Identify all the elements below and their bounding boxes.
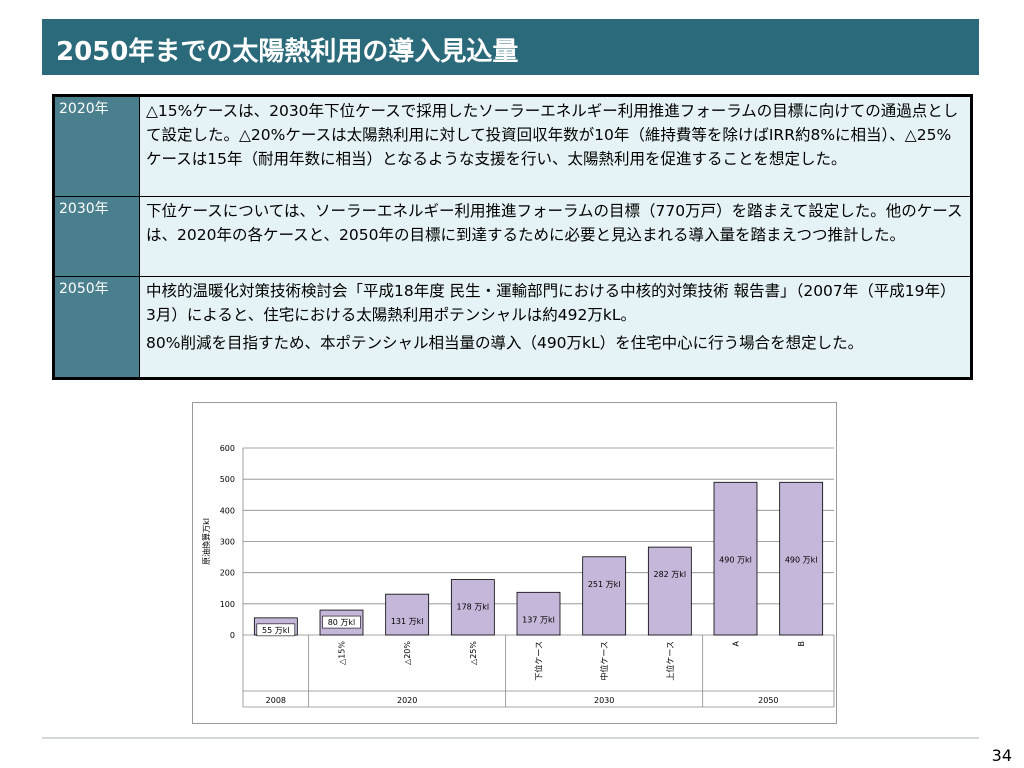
table-row: 2030年 下位ケースについては、ソーラーエネルギー利用推進フォーラムの目標（7… bbox=[53, 196, 972, 277]
x-group-label: 2030 bbox=[594, 696, 614, 705]
bar-data-label: 137 万kl bbox=[522, 615, 555, 624]
description-paragraph: △15%ケースは、2030年下位ケースで採用したソーラーエネルギー利用推進フォー… bbox=[146, 102, 959, 168]
y-tick-label: 200 bbox=[220, 569, 235, 578]
x-category-label: A bbox=[732, 640, 741, 646]
table-row: 2020年 △15%ケースは、2030年下位ケースで採用したソーラーエネルギー利… bbox=[53, 95, 972, 197]
row-description: 中核的温暖化対策技術検討会「平成18年度 民生・運輸部門における中核的対策技術 … bbox=[139, 276, 972, 379]
row-year-label: 2020年 bbox=[53, 95, 140, 197]
bar-data-label: 282 万kl bbox=[653, 570, 686, 579]
y-tick-label: 600 bbox=[220, 444, 235, 453]
x-group-label: 2020 bbox=[397, 696, 417, 705]
x-category-label: △15% bbox=[338, 641, 347, 665]
bar-data-label: 131 万kl bbox=[391, 617, 424, 626]
summary-table: 2020年 △15%ケースは、2030年下位ケースで採用したソーラーエネルギー利… bbox=[52, 94, 973, 380]
title-bar: 2050年までの太陽熱利用の導入見込量 bbox=[42, 19, 979, 75]
y-axis-title: 原油換算万kl bbox=[201, 518, 211, 565]
bar-chart: 0 100 200 300 400 500 600 原油換算万kl 55 万kl 80 万kl △1… bbox=[201, 444, 835, 708]
y-tick-label: 300 bbox=[220, 538, 235, 547]
y-tick-label: 100 bbox=[220, 600, 235, 609]
bar-data-label: 178 万kl bbox=[456, 603, 489, 612]
page-number: 34 bbox=[991, 746, 1012, 765]
description-paragraph: 下位ケースについては、ソーラーエネルギー利用推進フォーラムの目標（770万戸）を… bbox=[146, 202, 963, 244]
slide-title: 2050年までの太陽熱利用の導入見込量 bbox=[56, 37, 519, 67]
bar-data-label: 490 万kl bbox=[785, 555, 818, 564]
data-label-box bbox=[322, 615, 361, 629]
row-description: △15%ケースは、2030年下位ケースで採用したソーラーエネルギー利用推進フォー… bbox=[139, 95, 972, 197]
bar bbox=[713, 481, 758, 636]
x-group-label: 2050 bbox=[758, 696, 778, 705]
bar bbox=[779, 481, 824, 636]
description-paragraph: 80%削減を目指すため、本ポテンシャル相当量の導入（490万kL）を住宅中心に行… bbox=[146, 334, 864, 352]
bar-data-label: 55 万kl bbox=[262, 626, 290, 635]
x-category-label: △20% bbox=[403, 641, 412, 665]
y-tick-label: 0 bbox=[230, 631, 235, 640]
y-tick-label: 400 bbox=[220, 506, 235, 515]
row-year-label: 2030年 bbox=[53, 196, 140, 277]
x-group-label: 2008 bbox=[266, 696, 286, 705]
x-category-label: B bbox=[797, 641, 806, 647]
bar bbox=[516, 591, 561, 636]
bar-data-label: 251 万kl bbox=[588, 580, 621, 589]
x-category-label: 下位ケース bbox=[534, 641, 544, 681]
x-category-label: 中位ケース bbox=[599, 641, 609, 681]
bottom-divider bbox=[42, 737, 979, 739]
description-paragraph: 中核的温暖化対策技術検討会「平成18年度 民生・運輸部門における中核的対策技術 … bbox=[146, 282, 956, 324]
bar-data-label: 80 万kl bbox=[328, 618, 356, 627]
x-category-label: 上位ケース bbox=[665, 641, 675, 681]
bar bbox=[582, 556, 627, 636]
bar-data-label: 490 万kl bbox=[719, 555, 752, 564]
row-year-label: 2050年 bbox=[53, 276, 140, 379]
table-row: 2050年 中核的温暖化対策技術検討会「平成18年度 民生・運輸部門における中核… bbox=[53, 276, 972, 379]
y-tick-label: 500 bbox=[220, 475, 235, 484]
row-description: 下位ケースについては、ソーラーエネルギー利用推進フォーラムの目標（770万戸）を… bbox=[139, 196, 972, 277]
bar bbox=[385, 593, 430, 636]
data-label-box bbox=[256, 623, 296, 637]
x-category-label: △25% bbox=[469, 641, 478, 665]
bar bbox=[450, 579, 495, 636]
bar bbox=[647, 546, 692, 636]
chart-frame: 0 100 200 300 400 500 600 原油換算万kl 55 万kl 80 万kl △1… bbox=[192, 402, 837, 724]
